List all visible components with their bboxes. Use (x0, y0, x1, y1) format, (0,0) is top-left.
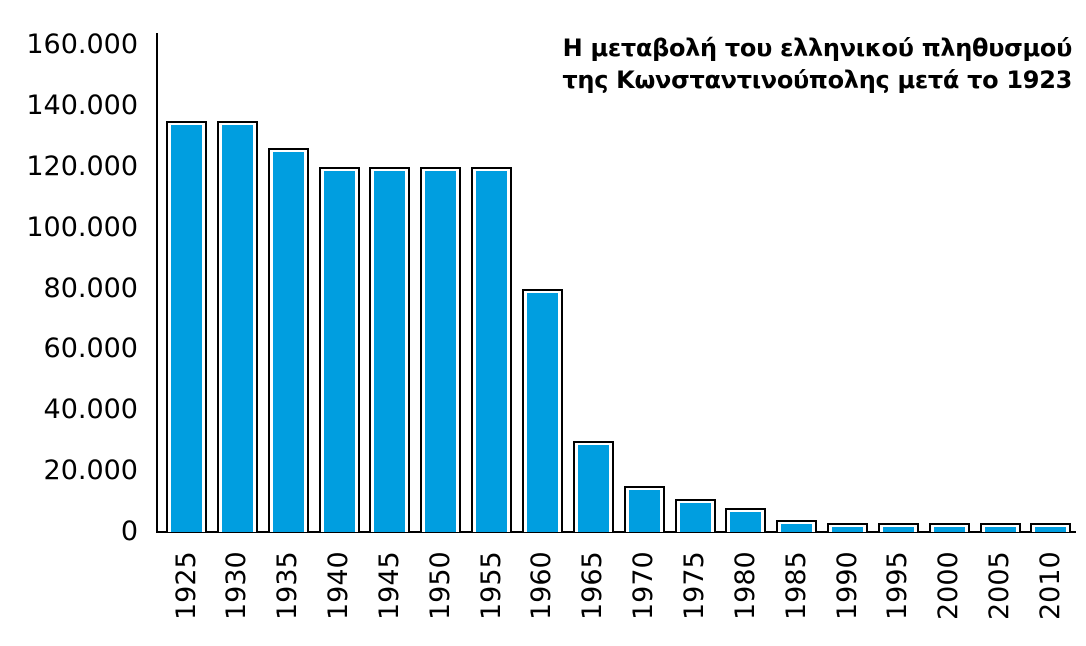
bar-fill (679, 502, 711, 532)
bar-1950 (420, 166, 462, 532)
x-tick-label-text: 1940 (323, 551, 355, 620)
x-tick-label-text: 2005 (984, 551, 1016, 620)
chart-title: Η μεταβολή του ελληνικού πληθυσμού της Κ… (562, 32, 1072, 96)
bar-2000 (928, 522, 970, 532)
bar-fill (1035, 526, 1067, 532)
y-tick-label: 160.000 (26, 29, 138, 60)
bar-fill (882, 526, 914, 532)
bar-fill (374, 170, 406, 532)
bar-fill (323, 170, 355, 532)
bar-1930 (216, 121, 258, 532)
x-tick-label-text: 1945 (373, 551, 405, 620)
x-tick-label-text: 1995 (882, 551, 914, 620)
y-tick-label: 140.000 (26, 89, 138, 121)
bar-fill (984, 526, 1016, 532)
y-axis-line (156, 33, 158, 533)
y-tick-label: 120.000 (26, 150, 138, 182)
bar-fill (272, 152, 304, 532)
bar-2005 (979, 522, 1021, 532)
bar-1980 (725, 507, 767, 532)
y-tick-label: 0 (120, 516, 138, 547)
bar-fill (171, 125, 202, 532)
bar-1965 (572, 440, 614, 532)
bar-1975 (674, 498, 716, 532)
x-tick-label: 2010 (1021, 544, 1081, 624)
x-tick-label-text: 1985 (780, 551, 812, 620)
x-tick-label-text: 1930 (221, 551, 253, 620)
bar-fill (221, 125, 253, 532)
y-tick-label: 80.000 (43, 272, 138, 304)
x-tick-label-text: 1925 (170, 551, 202, 620)
chart-title-line-2: της Κωνσταντινούπολης μετά το 1923 (562, 66, 1072, 94)
x-tick-label-text: 2000 (933, 551, 965, 620)
y-tick-label: 40.000 (43, 394, 138, 426)
bar-1960 (521, 288, 563, 532)
x-tick-label-text: 1970 (628, 551, 660, 620)
x-tick-label-text: 1935 (272, 551, 304, 620)
bar-fill (832, 526, 864, 532)
x-tick-label-text: 1975 (679, 551, 710, 620)
bar-2010 (1030, 522, 1072, 532)
bar-1970 (623, 486, 665, 532)
bar-fill (933, 526, 965, 532)
bar-fill (781, 523, 813, 532)
bar-1945 (369, 166, 411, 532)
bar-fill (730, 511, 762, 532)
x-tick-label-text: 1955 (475, 551, 507, 620)
x-axis-line (156, 531, 1076, 533)
y-tick-label: 100.000 (26, 211, 138, 243)
x-tick-label-text: 1960 (526, 551, 558, 620)
chart-title-line-1: Η μεταβολή του ελληνικού πληθυσμού (562, 34, 1073, 62)
bar-fill (425, 170, 457, 532)
bar-1985 (776, 519, 818, 532)
bar-1995 (877, 522, 919, 532)
bar-1935 (267, 148, 309, 532)
x-tick-label-text: 2010 (1034, 551, 1066, 620)
bar-1925 (166, 121, 207, 532)
bar-fill (476, 170, 508, 532)
bar-fill (628, 490, 660, 532)
y-tick-label: 20.000 (43, 455, 138, 487)
x-tick-label-text: 1965 (577, 551, 609, 620)
bar-1940 (318, 166, 360, 532)
bar-1990 (827, 522, 869, 532)
bar-fill (526, 292, 558, 532)
x-tick-label-text: 1950 (424, 551, 456, 620)
y-tick-label: 60.000 (43, 333, 138, 365)
bar-1955 (471, 166, 513, 532)
x-tick-label-text: 1980 (729, 551, 761, 620)
bar-fill (577, 444, 609, 532)
x-tick-label-text: 1990 (831, 551, 863, 620)
